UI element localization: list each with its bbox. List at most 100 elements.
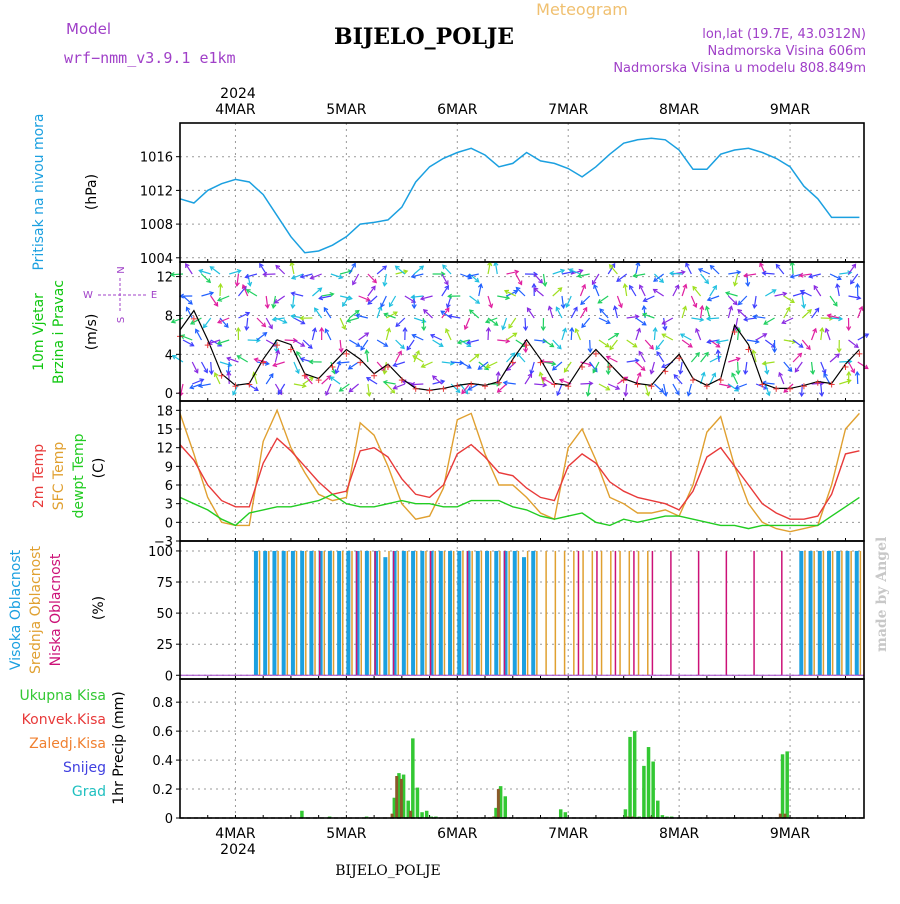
wind-arrow bbox=[590, 340, 591, 352]
cloud-high-bar bbox=[827, 551, 831, 675]
wind-arrow bbox=[710, 266, 719, 274]
model-label: Model bbox=[66, 20, 111, 38]
cloud-high-bar bbox=[346, 551, 350, 675]
tick-label: 0.8 bbox=[152, 696, 173, 711]
cloud-high-bar bbox=[328, 551, 332, 675]
wind-arrow bbox=[322, 376, 331, 384]
wind-arrow bbox=[857, 372, 858, 384]
cloud-high-label: Visoka Oblacnost bbox=[8, 549, 24, 670]
tick-label: 0.6 bbox=[152, 725, 173, 740]
tick-label: 1004 bbox=[140, 252, 173, 267]
cloud-low-label: Niska Oblacnost bbox=[48, 553, 64, 666]
day-label-top: 9MAR bbox=[770, 102, 811, 118]
watermark: made by Angel bbox=[874, 537, 890, 652]
wind-arrow bbox=[582, 318, 590, 327]
cloud-high-bar bbox=[309, 551, 313, 675]
precip-total-bar bbox=[656, 801, 660, 818]
tick-label: 0 bbox=[165, 812, 173, 827]
precip-total-bar bbox=[300, 811, 304, 818]
wind-arrow bbox=[534, 274, 542, 283]
compass-n: N bbox=[116, 266, 127, 273]
wind-arrow bbox=[693, 287, 701, 296]
tick-label: 18 bbox=[156, 404, 173, 419]
tick-label: 0.2 bbox=[152, 783, 173, 798]
wind-arrow bbox=[553, 340, 561, 349]
wind-arrow bbox=[784, 362, 792, 371]
cloud-high-bar bbox=[522, 557, 526, 675]
pressure-label: Pritisak na nivou mora bbox=[31, 113, 47, 270]
wind-arrow bbox=[377, 266, 386, 274]
wind-arrow bbox=[701, 274, 709, 283]
wind-unit: (m/s) bbox=[84, 314, 100, 351]
wind-arrow bbox=[691, 353, 699, 362]
wind-arrow bbox=[636, 362, 645, 370]
panel-frame bbox=[180, 123, 864, 262]
footer-station: BIJELO_POLJE bbox=[335, 863, 440, 879]
cloud-high-bar bbox=[448, 551, 452, 675]
precip-total-bar bbox=[785, 751, 789, 818]
precip-total-bar bbox=[651, 762, 655, 818]
temp-dew-label: dewpt Temp bbox=[71, 433, 87, 518]
wind-arrow bbox=[303, 340, 312, 348]
wind-arrows bbox=[171, 262, 868, 396]
tick-label: 12 bbox=[156, 442, 173, 457]
wind-arrow bbox=[349, 384, 358, 392]
cloud-high-bar bbox=[402, 551, 406, 675]
wind-arrow bbox=[553, 288, 562, 296]
wind-arrow bbox=[396, 340, 405, 348]
cloud-high-bar bbox=[836, 551, 840, 675]
day-label-bottom: 7MAR bbox=[548, 826, 589, 842]
precip-conv-bar bbox=[395, 776, 398, 818]
temp-sfc-label: SFC Temp bbox=[51, 442, 67, 511]
tick-label: 100 bbox=[148, 545, 173, 560]
precip-total-bar bbox=[504, 796, 508, 818]
wind-arrow bbox=[830, 354, 839, 362]
precip-legend-item: Ukupna Kisa bbox=[19, 688, 106, 704]
year-top: 2024 bbox=[220, 86, 256, 102]
precip-legend: Ukupna KisaKonvek.KisaZaledj.KisaSnijegG… bbox=[19, 688, 106, 800]
precip-total-bar bbox=[416, 788, 420, 818]
tick-label: 1012 bbox=[140, 184, 173, 199]
cloud-high-bar bbox=[531, 551, 535, 675]
precip-conv-bar bbox=[497, 789, 500, 818]
tick-label: 0 bbox=[165, 669, 173, 684]
day-label-bottom: 4MAR bbox=[215, 826, 256, 842]
cloud-high-bar bbox=[282, 551, 286, 675]
tick-label: 6 bbox=[165, 479, 173, 494]
cloud-high-bar bbox=[420, 551, 424, 675]
wind-arrow bbox=[656, 340, 663, 349]
precip-legend-item: Zaledj.Kisa bbox=[29, 736, 106, 752]
precip-conv-bar bbox=[409, 811, 412, 818]
precip-total-bar bbox=[642, 766, 646, 818]
wind-label-2: Brzina i Pravac bbox=[51, 280, 67, 384]
pressure-unit: (hPa) bbox=[84, 174, 100, 210]
wind-arrow bbox=[368, 274, 376, 283]
precip-total-bar bbox=[647, 747, 651, 818]
tick-label: 0 bbox=[165, 387, 173, 402]
wind-arrow bbox=[645, 340, 653, 349]
pressure-line bbox=[180, 138, 859, 253]
wind-arrow bbox=[674, 375, 682, 384]
elevation-text: Nadmorska Visina 606m bbox=[708, 44, 867, 59]
tick-label: 1008 bbox=[140, 218, 173, 233]
compass-w: W bbox=[83, 290, 93, 301]
cloud-high-bar bbox=[494, 551, 498, 675]
plot-area: 100410081012101604812−303691215180255075… bbox=[140, 123, 868, 827]
precip-legend-item: Grad bbox=[72, 784, 106, 800]
precip-total-bar bbox=[564, 812, 568, 818]
wind-speed-line bbox=[180, 311, 859, 391]
cloud-high-bar bbox=[263, 551, 267, 675]
precip-legend-item: Konvek.Kisa bbox=[22, 712, 106, 728]
precip-total-bar bbox=[559, 809, 563, 818]
cloud-high-bar bbox=[411, 551, 415, 675]
compass-e: E bbox=[151, 290, 157, 301]
tick-label: 50 bbox=[156, 607, 173, 622]
temp-dewpt-line bbox=[180, 494, 859, 528]
compass-s: S bbox=[116, 317, 127, 323]
temp-2m-label: 2m Temp bbox=[31, 444, 47, 508]
wind-arrow bbox=[312, 288, 321, 296]
